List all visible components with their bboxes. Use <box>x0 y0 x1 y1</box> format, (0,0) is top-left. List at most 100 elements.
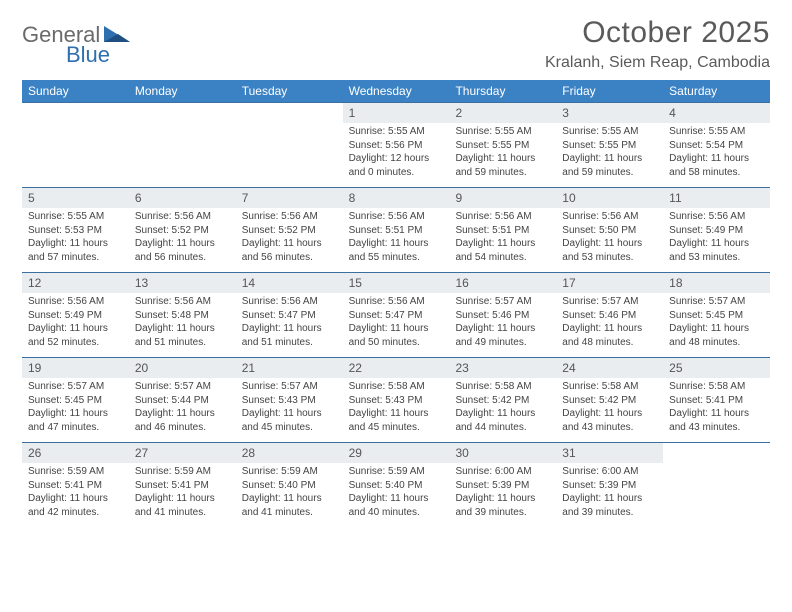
daylight-text: and 42 minutes. <box>28 506 123 520</box>
sunset-text: Sunset: 5:50 PM <box>562 224 657 238</box>
sunset-text: Sunset: 5:47 PM <box>242 309 337 323</box>
daylight-text: Daylight: 11 hours <box>242 492 337 506</box>
day-body: Sunrise: 5:56 AMSunset: 5:47 PMDaylight:… <box>343 293 450 353</box>
daylight-text: and 47 minutes. <box>28 421 123 435</box>
day-cell: 9Sunrise: 5:56 AMSunset: 5:51 PMDaylight… <box>449 188 556 272</box>
week-row: 26Sunrise: 5:59 AMSunset: 5:41 PMDayligh… <box>22 442 770 527</box>
month-title: October 2025 <box>545 16 770 50</box>
day-body: Sunrise: 5:55 AMSunset: 5:55 PMDaylight:… <box>449 123 556 183</box>
svg-text:Blue: Blue <box>66 42 110 67</box>
sunrise-text: Sunrise: 5:57 AM <box>562 295 657 309</box>
sunrise-text: Sunrise: 5:56 AM <box>455 210 550 224</box>
day-number: 5 <box>22 188 129 208</box>
day-cell: 6Sunrise: 5:56 AMSunset: 5:52 PMDaylight… <box>129 188 236 272</box>
day-cell: 26Sunrise: 5:59 AMSunset: 5:41 PMDayligh… <box>22 443 129 527</box>
day-cell: 25Sunrise: 5:58 AMSunset: 5:41 PMDayligh… <box>663 358 770 442</box>
day-number: 24 <box>556 358 663 378</box>
day-body: Sunrise: 5:59 AMSunset: 5:40 PMDaylight:… <box>236 463 343 523</box>
day-body: Sunrise: 5:58 AMSunset: 5:42 PMDaylight:… <box>556 378 663 438</box>
daylight-text: Daylight: 11 hours <box>349 492 444 506</box>
sunset-text: Sunset: 5:52 PM <box>242 224 337 238</box>
sunset-text: Sunset: 5:41 PM <box>135 479 230 493</box>
daylight-text: Daylight: 11 hours <box>135 407 230 421</box>
daylight-text: Daylight: 11 hours <box>669 407 764 421</box>
day-body: Sunrise: 5:56 AMSunset: 5:51 PMDaylight:… <box>449 208 556 268</box>
day-number: 28 <box>236 443 343 463</box>
day-cell: 23Sunrise: 5:58 AMSunset: 5:42 PMDayligh… <box>449 358 556 442</box>
daylight-text: and 53 minutes. <box>669 251 764 265</box>
sunrise-text: Sunrise: 5:56 AM <box>349 210 444 224</box>
day-number: 14 <box>236 273 343 293</box>
day-cell: 7Sunrise: 5:56 AMSunset: 5:52 PMDaylight… <box>236 188 343 272</box>
sunrise-text: Sunrise: 5:59 AM <box>349 465 444 479</box>
sunset-text: Sunset: 5:40 PM <box>349 479 444 493</box>
day-number: 22 <box>343 358 450 378</box>
day-body: Sunrise: 5:58 AMSunset: 5:41 PMDaylight:… <box>663 378 770 438</box>
sunrise-text: Sunrise: 5:57 AM <box>135 380 230 394</box>
sunset-text: Sunset: 5:54 PM <box>669 139 764 153</box>
daylight-text: and 44 minutes. <box>455 421 550 435</box>
daylight-text: Daylight: 11 hours <box>455 152 550 166</box>
daylight-text: and 51 minutes. <box>135 336 230 350</box>
day-cell: 4Sunrise: 5:55 AMSunset: 5:54 PMDaylight… <box>663 103 770 187</box>
day-number: 9 <box>449 188 556 208</box>
day-number: 21 <box>236 358 343 378</box>
week-row: 1Sunrise: 5:55 AMSunset: 5:56 PMDaylight… <box>22 102 770 187</box>
sunrise-text: Sunrise: 5:56 AM <box>669 210 764 224</box>
sunrise-text: Sunrise: 5:56 AM <box>242 210 337 224</box>
sunrise-text: Sunrise: 5:59 AM <box>242 465 337 479</box>
day-cell: 16Sunrise: 5:57 AMSunset: 5:46 PMDayligh… <box>449 273 556 357</box>
sunrise-text: Sunrise: 5:58 AM <box>455 380 550 394</box>
day-number: 17 <box>556 273 663 293</box>
day-cell: 19Sunrise: 5:57 AMSunset: 5:45 PMDayligh… <box>22 358 129 442</box>
sunset-text: Sunset: 5:44 PM <box>135 394 230 408</box>
day-number: 30 <box>449 443 556 463</box>
daylight-text: Daylight: 11 hours <box>349 237 444 251</box>
day-cell <box>129 103 236 187</box>
weekday-wednesday: Wednesday <box>343 80 450 102</box>
sunrise-text: Sunrise: 5:57 AM <box>455 295 550 309</box>
sunrise-text: Sunrise: 5:57 AM <box>242 380 337 394</box>
day-body: Sunrise: 5:55 AMSunset: 5:56 PMDaylight:… <box>343 123 450 183</box>
sunrise-text: Sunrise: 5:55 AM <box>562 125 657 139</box>
sunset-text: Sunset: 5:41 PM <box>669 394 764 408</box>
sunrise-text: Sunrise: 5:55 AM <box>28 210 123 224</box>
week-row: 19Sunrise: 5:57 AMSunset: 5:45 PMDayligh… <box>22 357 770 442</box>
daylight-text: and 53 minutes. <box>562 251 657 265</box>
daylight-text: Daylight: 12 hours <box>349 152 444 166</box>
day-cell: 10Sunrise: 5:56 AMSunset: 5:50 PMDayligh… <box>556 188 663 272</box>
calendar-grid: Sunday Monday Tuesday Wednesday Thursday… <box>22 80 770 527</box>
daylight-text: and 54 minutes. <box>455 251 550 265</box>
daylight-text: Daylight: 11 hours <box>349 407 444 421</box>
daylight-text: and 45 minutes. <box>349 421 444 435</box>
sunset-text: Sunset: 5:48 PM <box>135 309 230 323</box>
day-number: 18 <box>663 273 770 293</box>
sunrise-text: Sunrise: 5:55 AM <box>669 125 764 139</box>
daylight-text: and 59 minutes. <box>562 166 657 180</box>
sunset-text: Sunset: 5:43 PM <box>242 394 337 408</box>
sunset-text: Sunset: 5:52 PM <box>135 224 230 238</box>
day-cell: 8Sunrise: 5:56 AMSunset: 5:51 PMDaylight… <box>343 188 450 272</box>
day-number: 25 <box>663 358 770 378</box>
page-header: General Blue October 2025 Kralanh, Siem … <box>22 16 770 72</box>
daylight-text: Daylight: 11 hours <box>669 237 764 251</box>
day-number: 6 <box>129 188 236 208</box>
sunrise-text: Sunrise: 5:55 AM <box>455 125 550 139</box>
daylight-text: and 58 minutes. <box>669 166 764 180</box>
sunrise-text: Sunrise: 5:58 AM <box>669 380 764 394</box>
daylight-text: Daylight: 11 hours <box>562 322 657 336</box>
day-cell <box>236 103 343 187</box>
daylight-text: Daylight: 11 hours <box>562 237 657 251</box>
day-number: 2 <box>449 103 556 123</box>
day-body: Sunrise: 6:00 AMSunset: 5:39 PMDaylight:… <box>449 463 556 523</box>
day-body: Sunrise: 5:59 AMSunset: 5:41 PMDaylight:… <box>22 463 129 523</box>
day-cell: 20Sunrise: 5:57 AMSunset: 5:44 PMDayligh… <box>129 358 236 442</box>
daylight-text: Daylight: 11 hours <box>28 492 123 506</box>
daylight-text: Daylight: 11 hours <box>349 322 444 336</box>
weeks-container: 1Sunrise: 5:55 AMSunset: 5:56 PMDaylight… <box>22 102 770 527</box>
daylight-text: and 56 minutes. <box>135 251 230 265</box>
sunset-text: Sunset: 5:46 PM <box>562 309 657 323</box>
day-body: Sunrise: 5:56 AMSunset: 5:51 PMDaylight:… <box>343 208 450 268</box>
day-cell: 31Sunrise: 6:00 AMSunset: 5:39 PMDayligh… <box>556 443 663 527</box>
day-cell: 3Sunrise: 5:55 AMSunset: 5:55 PMDaylight… <box>556 103 663 187</box>
